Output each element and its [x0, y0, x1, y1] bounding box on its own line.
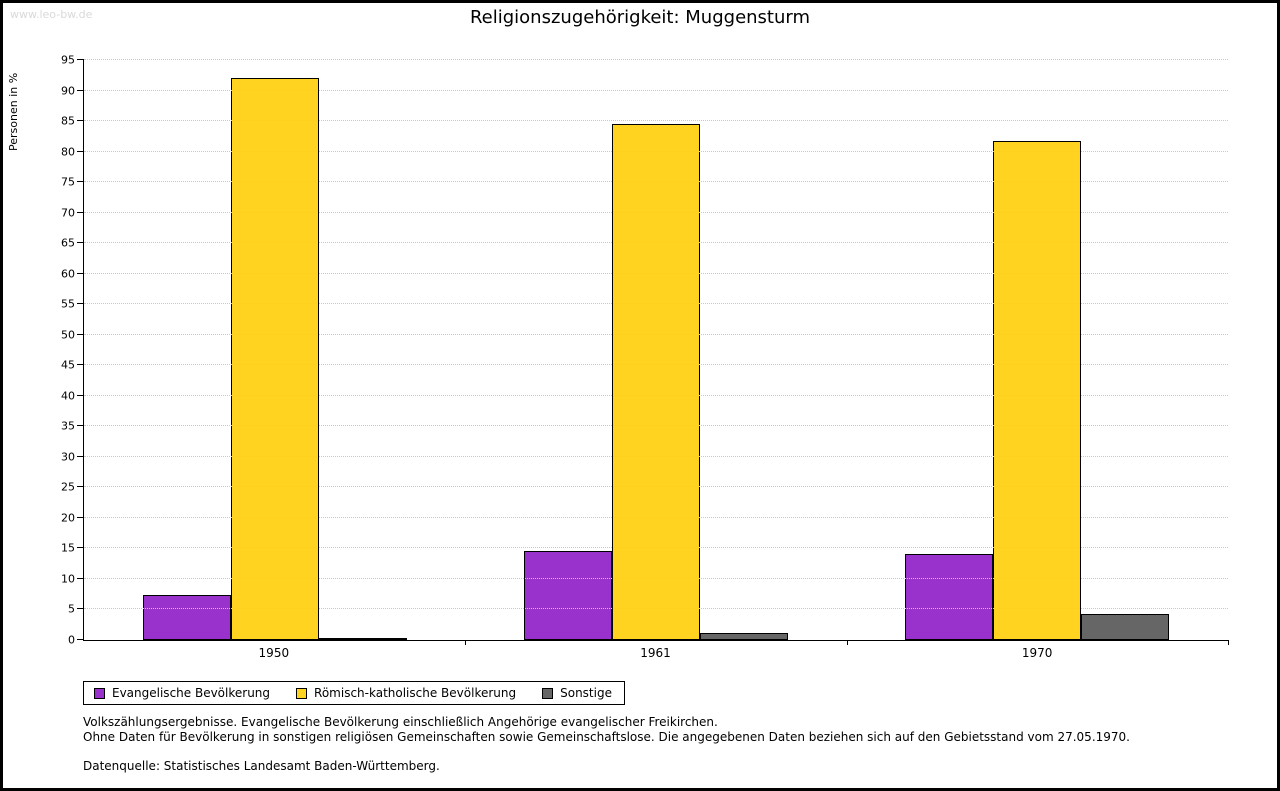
y-tick-label: 80 [61, 145, 75, 159]
gridline [84, 455, 1228, 457]
bar [905, 553, 994, 640]
gridline [84, 303, 1228, 305]
y-axis-tick [77, 89, 84, 91]
y-axis-tick [77, 303, 84, 305]
y-tick-label: 60 [61, 267, 75, 281]
y-axis-tick [77, 486, 84, 488]
y-axis-tick [77, 608, 84, 610]
gridline [84, 486, 1228, 488]
legend-swatch [296, 687, 308, 699]
legend-swatch [542, 687, 554, 699]
x-tick-label: 1961 [640, 646, 671, 660]
y-tick-label: 75 [61, 175, 75, 189]
bar [318, 637, 407, 640]
gridline [84, 120, 1228, 122]
legend-label: Römisch-katholische Bevölkerung [314, 686, 517, 700]
gridline [84, 59, 1228, 60]
bar [523, 551, 612, 640]
legend-swatch [94, 687, 105, 699]
chart-title: Religionszugehörigkeit: Muggensturm [469, 7, 811, 28]
y-axis-tick [77, 394, 84, 396]
y-tick-label: 90 [61, 84, 75, 98]
bar [993, 141, 1082, 640]
bar [611, 123, 700, 640]
legend-item: Evangelische Bevölkerung [94, 686, 270, 700]
y-tick-label: 65 [61, 236, 75, 250]
y-axis-tick [77, 516, 84, 518]
gridline [84, 547, 1228, 549]
plot-area: 0 5 10 15 20 25 30 35 40 45 50 55 60 65 70 75 80 85 90 95 [61, 54, 1229, 647]
y-axis-tick [77, 272, 84, 274]
gridline [84, 150, 1228, 152]
gridline [84, 577, 1228, 579]
x-axis-tick [846, 640, 848, 645]
footnote-source: Datenquelle: Statistisches Landesamt Bad… [83, 759, 440, 773]
y-axis-tick [77, 455, 84, 457]
bar [142, 594, 231, 640]
x-tick-label: 1970 [1021, 646, 1053, 660]
legend-label: Sonstige [560, 686, 612, 700]
gridline [84, 272, 1228, 274]
y-tick-label: 50 [61, 328, 75, 342]
bar-groups [84, 60, 1228, 640]
y-axis-tick [77, 639, 84, 640]
gridline [84, 181, 1228, 183]
legend-item: Sonstige [542, 686, 612, 700]
y-axis-tick [77, 181, 84, 183]
legend-label: Evangelische Bevölkerung [112, 686, 271, 700]
y-axis-tick [77, 120, 84, 122]
y-tick-label: 10 [61, 572, 75, 586]
x-axis-labels: 1950 1961 1970 [83, 646, 1228, 660]
footnotes: Volkszählungsergebnisse. Evangelische Be… [83, 715, 1130, 774]
bar [699, 633, 788, 640]
x-axis-tick [1228, 640, 1229, 645]
y-tick-label: 20 [61, 511, 75, 525]
y-tick-label: 25 [61, 480, 75, 494]
y-axis-title: Personen in % [7, 72, 20, 152]
y-axis-tick [77, 547, 84, 549]
y-tick-label: 55 [61, 297, 75, 311]
x-axis-tick [465, 640, 467, 645]
y-tick-label: 85 [61, 114, 75, 128]
bar-group-1970 [905, 60, 1170, 640]
y-axis-tick [77, 577, 84, 579]
legend-item: Römisch-katholische Bevölkerung [296, 686, 516, 700]
bar-group-1950 [142, 60, 407, 640]
y-axis-tick [77, 333, 84, 335]
gridline [84, 364, 1228, 366]
y-tick-label: 5 [68, 602, 75, 616]
bar-group-1961 [523, 60, 788, 640]
bar [230, 77, 319, 640]
gridline [84, 608, 1228, 610]
watermark: www.leo-bw.de [10, 8, 93, 21]
y-tick-label: 30 [61, 450, 75, 464]
y-axis-tick [77, 425, 84, 427]
y-tick-label: 45 [61, 358, 75, 372]
y-axis-tick [77, 364, 84, 366]
gridline [84, 425, 1228, 427]
x-tick-label: 1950 [258, 646, 290, 660]
footnote-line-1: Volkszählungsergebnisse. Evangelische Be… [83, 715, 718, 729]
gridline [84, 211, 1228, 213]
y-tick-label: 95 [61, 53, 75, 67]
gridline [84, 89, 1228, 91]
gridline [84, 394, 1228, 396]
gridline [84, 516, 1228, 518]
y-axis-tick [77, 211, 84, 213]
y-axis-tick [77, 59, 84, 60]
gridline [84, 333, 1228, 335]
y-axis-tick [77, 150, 84, 152]
y-tick-label: 70 [61, 206, 75, 220]
bar [1081, 614, 1170, 640]
y-tick-label: 35 [61, 419, 75, 433]
y-tick-label: 0 [68, 633, 75, 647]
gridline [84, 242, 1228, 244]
y-tick-label: 15 [61, 541, 75, 555]
y-tick-label: 40 [61, 389, 75, 403]
footnote-line-2: Ohne Daten für Bevölkerung in sonstigen … [83, 730, 1130, 744]
y-axis-tick [77, 242, 84, 244]
legend: Evangelische Bevölkerung Römisch-katholis… [83, 681, 625, 705]
